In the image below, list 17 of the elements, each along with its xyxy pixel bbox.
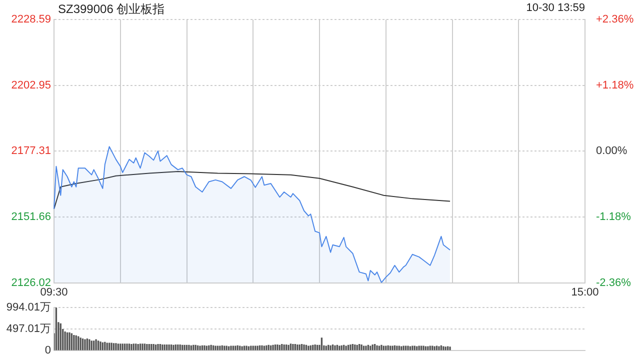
y2-tick-label: +2.36% bbox=[596, 14, 634, 26]
y2-tick-label: -1.18% bbox=[596, 211, 632, 224]
x-tick-label: 15:00 bbox=[571, 286, 599, 298]
y-tick-label: 2202.95 bbox=[11, 79, 51, 92]
y-tick-label: 2228.59 bbox=[11, 14, 51, 26]
chart-title: SZ399006 创业板指 bbox=[58, 1, 165, 18]
y2-tick-label: 0.00% bbox=[596, 145, 628, 158]
y-tick-label: 994.01万 bbox=[6, 302, 51, 314]
y-tick-label: 497.01万 bbox=[6, 323, 51, 336]
y-tick-label: 2151.66 bbox=[11, 211, 51, 224]
x-tick-label: 09:30 bbox=[40, 286, 68, 298]
y-tick-label: 0 bbox=[44, 344, 51, 356]
y-tick-label: 2177.31 bbox=[11, 145, 51, 158]
y-tick-label: 2126.02 bbox=[11, 276, 51, 289]
y2-tick-label: -2.36% bbox=[596, 276, 632, 289]
y2-tick-label: +1.18% bbox=[596, 79, 634, 92]
text: 10-30 13:59 bbox=[526, 2, 585, 14]
